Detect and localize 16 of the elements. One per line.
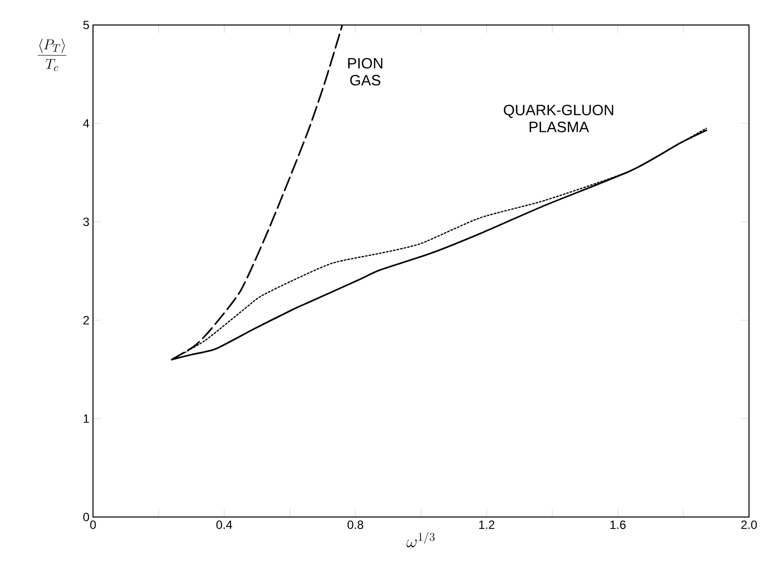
x-tick-label: 0.4 [216,520,232,529]
annotation: QUARK-GLUON PLASMA [504,104,614,132]
y-tick-label: 3 [83,218,89,226]
y-tick-label: 0 [83,512,90,522]
y-tick-label: 5 [83,20,89,30]
y-tick-label: 1 [84,414,89,423]
x-tick-label: 0.8 [348,520,364,529]
x-axis-title: $\omega^{1/3}$ [406,532,435,548]
x-tick-label: 2.0 [741,520,757,529]
y-tick-label: 2 [83,316,89,324]
y-tick-label: 4 [83,119,90,128]
x-tick-label: 1.2 [479,520,494,529]
x-tick-label: 0 [90,520,96,529]
x-tick-label: 1.6 [610,520,626,529]
annotation: PION GAS [348,58,382,86]
y-axis-title: $\frac{\langle P_T \rangle}{T_c}$ [38,38,66,72]
